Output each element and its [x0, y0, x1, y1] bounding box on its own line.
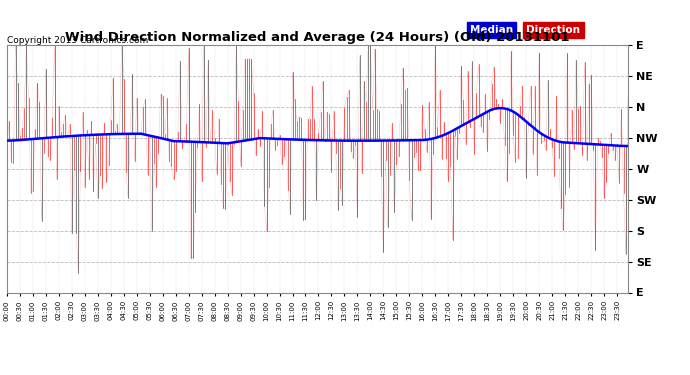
Title: Wind Direction Normalized and Average (24 Hours) (Old) 20131101: Wind Direction Normalized and Average (2…: [65, 31, 570, 44]
Text: Median: Median: [470, 25, 513, 35]
Text: Direction: Direction: [526, 25, 580, 35]
Text: Copyright 2013 Cartronics.com: Copyright 2013 Cartronics.com: [7, 36, 148, 45]
